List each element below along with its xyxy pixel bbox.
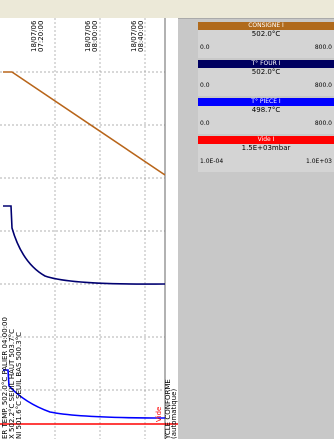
date-label: 18/07/06 [130,20,138,52]
four-curve [3,205,166,285]
range-min: 1.0E-04 [200,158,224,165]
panel-value: 502.0°C [251,30,281,38]
toolbar [0,0,334,19]
gauge-panel: T° PIECE I 498.7°C 0.0 800.0 [198,98,334,134]
status: YCLE CONFORME [164,379,172,439]
plot-area [0,18,178,439]
panel-value: 498.7°C [251,106,281,114]
annotation: X 502.2°C SEUIL HAUT 503.7°C [8,329,16,439]
range-min: 0.0 [200,44,210,51]
range-max: 800.0 [314,44,332,51]
consigne-curve [3,71,166,176]
annotation: ER TEMP. 502.0°C PALIER 04:00:00 [1,317,9,439]
status: (automatique) [170,389,178,439]
annotation: NI 501.6°C SEUIL BAS 500.3°C [15,332,23,439]
annotations: ER TEMP. 502.0°C PALIER 04:00:00 X 502.2… [1,317,178,439]
panel-range: 1.0E-04 1.0E+03 [200,158,332,165]
panel-title: T° FOUR I [198,60,334,68]
piece-curve [3,369,166,419]
panel-title: CONSIGNE I [198,22,334,30]
panel-title: Vide I [198,136,334,144]
date-label: 18/07/06 [30,20,38,52]
gauge-panel: Vide I 1.5E+03mbar 1.0E-04 1.0E+03 [198,136,334,172]
vide-label: Vide [155,407,163,422]
time-label: 08:00:00 [91,21,99,52]
panel-title: T° PIECE I [198,98,334,106]
chart: 18/07/06 07:20:00 18/07/06 08:00:00 18/0… [0,18,178,439]
panel-range: 0.0 800.0 [200,82,332,89]
panel-value: 1.5E+03mbar [241,144,291,152]
panel-value: 502.0°C [251,68,281,76]
date-label: 18/07/06 [84,20,92,52]
time-labels: 18/07/06 07:20:00 18/07/06 08:00:00 18/0… [30,20,145,52]
time-label: 08:40:00 [137,21,145,52]
range-max: 1.0E+03 [306,158,332,165]
time-label: 07:20:00 [37,21,45,52]
gauge-panel: CONSIGNE I 502.0°C 0.0 800.0 [198,22,334,58]
range-min: 0.0 [200,82,210,89]
range-max: 800.0 [314,120,332,127]
gauge-panel: T° FOUR I 502.0°C 0.0 800.0 [198,60,334,96]
range-min: 0.0 [200,120,210,127]
panel-range: 0.0 800.0 [200,44,332,51]
panel-range: 0.0 800.0 [200,120,332,127]
range-max: 800.0 [314,82,332,89]
